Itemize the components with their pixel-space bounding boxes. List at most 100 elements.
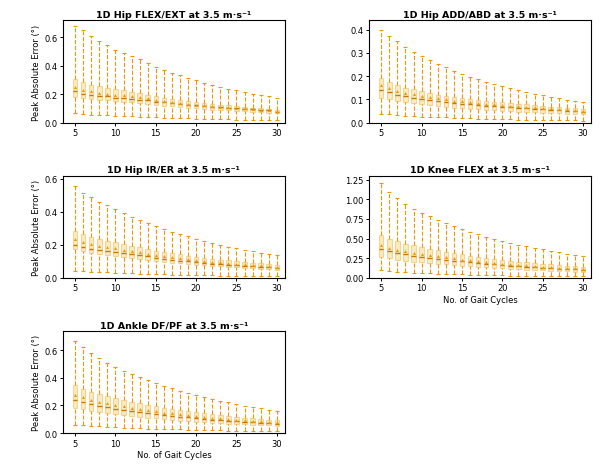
Bar [97,239,101,255]
Bar [130,246,134,258]
Title: 1D Knee FLEX at 3.5 m·s⁻¹: 1D Knee FLEX at 3.5 m·s⁻¹ [410,166,550,175]
Bar [427,94,432,106]
Bar [186,256,190,265]
Bar [194,103,199,109]
Bar [250,418,255,425]
Bar [395,242,400,260]
Bar [194,413,199,422]
Bar [548,108,553,114]
Bar [259,419,263,426]
Bar [557,108,561,114]
Y-axis label: Peak Absolute Error (°): Peak Absolute Error (°) [32,334,41,430]
Bar [105,241,110,256]
Bar [137,94,142,104]
Bar [89,238,94,253]
Bar [170,254,174,263]
Bar [202,258,206,266]
Bar [81,389,85,410]
Title: 1D Hip ADD/ABD at 3.5 m·s⁻¹: 1D Hip ADD/ABD at 3.5 m·s⁻¹ [403,11,557,20]
Bar [403,244,407,261]
Bar [572,267,577,272]
Bar [242,262,247,268]
Bar [532,106,537,113]
Bar [81,83,85,99]
Bar [210,259,214,266]
Y-axis label: Peak Absolute Error (°): Peak Absolute Error (°) [32,24,41,120]
Bar [234,107,239,111]
Bar [452,98,456,108]
Bar [210,105,214,110]
Bar [460,255,464,266]
Bar [105,397,110,414]
Bar [436,251,440,264]
Bar [97,87,101,100]
Bar [395,86,400,101]
Bar [500,103,505,111]
Bar [565,266,569,272]
Bar [218,260,223,267]
Bar [484,101,488,110]
Bar [387,239,392,259]
Bar [492,259,496,268]
Title: 1D Ankle DF/PF at 3.5 m·s⁻¹: 1D Ankle DF/PF at 3.5 m·s⁻¹ [100,321,248,330]
Bar [508,104,512,112]
Bar [541,264,545,271]
Bar [412,90,416,104]
Bar [419,92,424,105]
Bar [266,420,271,426]
Bar [572,109,577,115]
Bar [419,248,424,263]
Bar [186,102,190,109]
Bar [73,231,77,250]
Bar [154,97,158,106]
Bar [178,255,182,264]
Bar [259,109,263,113]
Bar [452,254,456,266]
Bar [500,260,505,269]
Bar [516,105,521,112]
Bar [178,100,182,108]
Bar [387,83,392,100]
Bar [218,106,223,111]
Bar [443,97,448,108]
Bar [154,251,158,261]
Bar [113,90,118,102]
Title: 1D Hip FLEX/EXT at 3.5 m·s⁻¹: 1D Hip FLEX/EXT at 3.5 m·s⁻¹ [96,11,251,20]
Bar [89,85,94,100]
Bar [178,410,182,421]
Bar [524,263,529,270]
Bar [170,409,174,420]
Bar [259,264,263,269]
Bar [145,95,150,105]
X-axis label: No. of Gait Cycles: No. of Gait Cycles [443,296,517,305]
Bar [137,404,142,417]
Bar [581,267,585,272]
Bar [242,418,247,425]
Bar [548,265,553,271]
Bar [266,265,271,269]
Bar [516,262,521,269]
Bar [412,246,416,262]
Bar [484,258,488,268]
Bar [541,107,545,113]
Bar [186,412,190,421]
Bar [194,257,199,265]
Bar [170,99,174,107]
Bar [202,104,206,110]
Bar [234,417,239,424]
Bar [81,235,85,252]
Bar [145,405,150,418]
Bar [275,265,279,270]
Bar [242,108,247,112]
Bar [121,91,126,102]
Bar [226,106,230,111]
Bar [508,261,512,269]
Bar [557,266,561,271]
Bar [565,109,569,115]
Bar [443,252,448,265]
Bar [121,244,126,258]
Bar [73,79,77,98]
Bar [218,416,223,423]
Bar [379,79,383,99]
Bar [210,415,214,423]
